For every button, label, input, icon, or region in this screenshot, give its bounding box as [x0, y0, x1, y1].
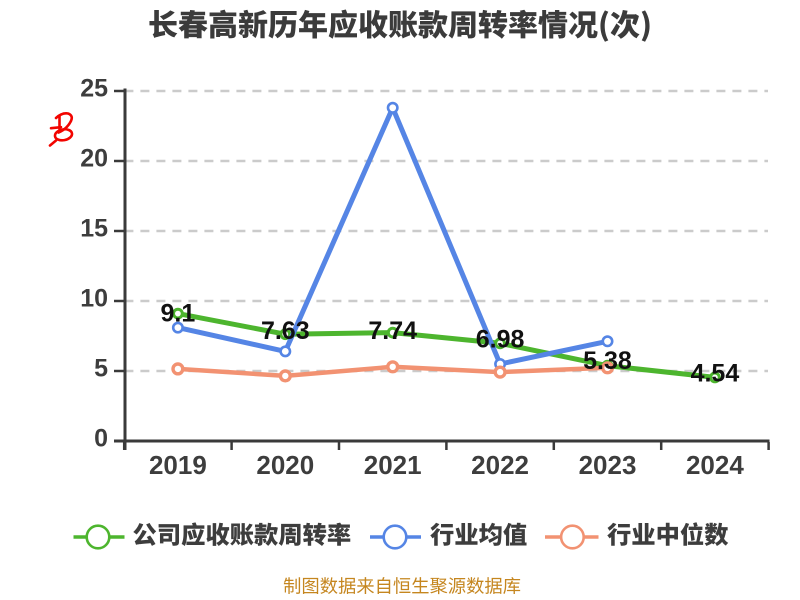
svg-text:15: 15: [80, 214, 108, 242]
svg-text:4.54: 4.54: [691, 360, 740, 388]
svg-text:2020: 2020: [256, 450, 314, 480]
svg-text:2019: 2019: [149, 450, 207, 480]
svg-text:0: 0: [94, 424, 108, 452]
svg-text:25: 25: [80, 74, 108, 102]
svg-text:7.63: 7.63: [261, 317, 310, 345]
svg-text:2024: 2024: [686, 450, 744, 480]
svg-text:9.1: 9.1: [161, 300, 196, 328]
svg-text:6.98: 6.98: [476, 326, 525, 354]
svg-text:10: 10: [80, 284, 108, 312]
svg-text:7.74: 7.74: [368, 317, 417, 345]
svg-text:2023: 2023: [579, 450, 637, 480]
svg-text:2022: 2022: [471, 450, 529, 480]
svg-text:5: 5: [94, 354, 108, 382]
svg-text:5.38: 5.38: [583, 347, 632, 375]
svg-text:20: 20: [80, 144, 108, 172]
svg-text:2021: 2021: [364, 450, 422, 480]
